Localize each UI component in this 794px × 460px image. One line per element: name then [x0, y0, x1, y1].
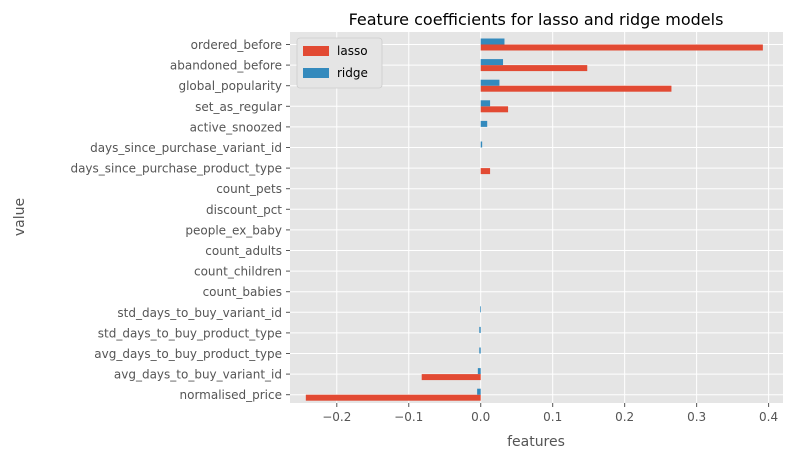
bar-ridge-active-snoozed [480, 120, 488, 127]
y-tick-label: abandoned_before [170, 59, 282, 73]
y-tick-label: discount_pct [206, 203, 282, 217]
y-tick-label: count_adults [205, 244, 282, 258]
y-tick-label: count_children [194, 265, 282, 279]
x-tick-label: −0.1 [394, 410, 423, 424]
bar-lasso-normalised-price [305, 394, 481, 401]
bar-ridge-avg-days-to-buy-product-type [479, 347, 481, 354]
bar-ridge-set-as-regular [480, 100, 491, 107]
chart-title: Feature coefficients for lasso and ridge… [349, 10, 724, 29]
bar-lasso-avg-days-to-buy-variant-id [421, 374, 481, 381]
bar-ridge-days-since-purchase-variant-id [480, 141, 483, 148]
legend-swatch-ridge [303, 68, 329, 78]
bar-lasso-set-as-regular [480, 106, 509, 113]
x-tick-label: −0.2 [322, 410, 351, 424]
y-tick-label: days_since_purchase_product_type [70, 162, 282, 176]
y-tick-label: avg_days_to_buy_variant_id [114, 368, 282, 382]
x-tick-labels: −0.2 −0.1 0.0 0.1 0.2 0.3 0.4 [322, 403, 778, 424]
y-tick-label: global_popularity [178, 79, 282, 93]
y-tick-label: avg_days_to_buy_product_type [94, 347, 282, 361]
y-tick-label: normalised_price [180, 388, 283, 402]
y-tick-labels: ordered_before abandoned_before global_pop… [70, 38, 290, 402]
bar-ridge-ordered-before [480, 38, 505, 45]
bar-ridge-normalised-price [477, 388, 481, 395]
legend-swatch-lasso [303, 46, 329, 56]
bars [305, 38, 763, 401]
y-tick-label: days_since_purchase_variant_id [90, 141, 282, 155]
plot-area [290, 32, 783, 403]
x-axis-label: features [507, 434, 565, 450]
legend-label-ridge: ridge [337, 66, 368, 80]
bar-lasso-days-since-purchase-product-type [480, 168, 491, 175]
bar-lasso-global-popularity [480, 85, 672, 92]
x-tick-label: 0.3 [687, 410, 706, 424]
bar-ridge-avg-days-to-buy-variant-id [477, 368, 481, 375]
x-tick-label: 0.0 [471, 410, 490, 424]
y-axis-label: value [12, 198, 28, 236]
bar-ridge-std-days-to-buy-variant-id [480, 306, 481, 313]
y-tick-label: people_ex_baby [185, 223, 282, 237]
bar-ridge-std-days-to-buy-product-type [479, 326, 481, 333]
legend-label-lasso: lasso [337, 44, 368, 58]
y-tick-label: std_days_to_buy_product_type [98, 326, 282, 340]
x-tick-label: 0.2 [615, 410, 634, 424]
y-tick-label: active_snoozed [190, 120, 282, 134]
x-tick-label: 0.4 [759, 410, 778, 424]
bar-ridge-global-popularity [480, 79, 500, 86]
y-tick-label: count_babies [203, 285, 282, 299]
y-tick-label: count_pets [216, 182, 282, 196]
y-tick-label: set_as_regular [195, 100, 282, 114]
y-tick-label: ordered_before [191, 38, 282, 52]
bar-lasso-ordered-before [480, 44, 763, 51]
legend: lasso ridge [296, 37, 383, 89]
x-tick-label: 0.1 [543, 410, 562, 424]
bar-lasso-abandoned-before [480, 65, 588, 72]
bar-ridge-abandoned-before [480, 59, 504, 66]
y-tick-label: std_days_to_buy_variant_id [117, 306, 282, 320]
